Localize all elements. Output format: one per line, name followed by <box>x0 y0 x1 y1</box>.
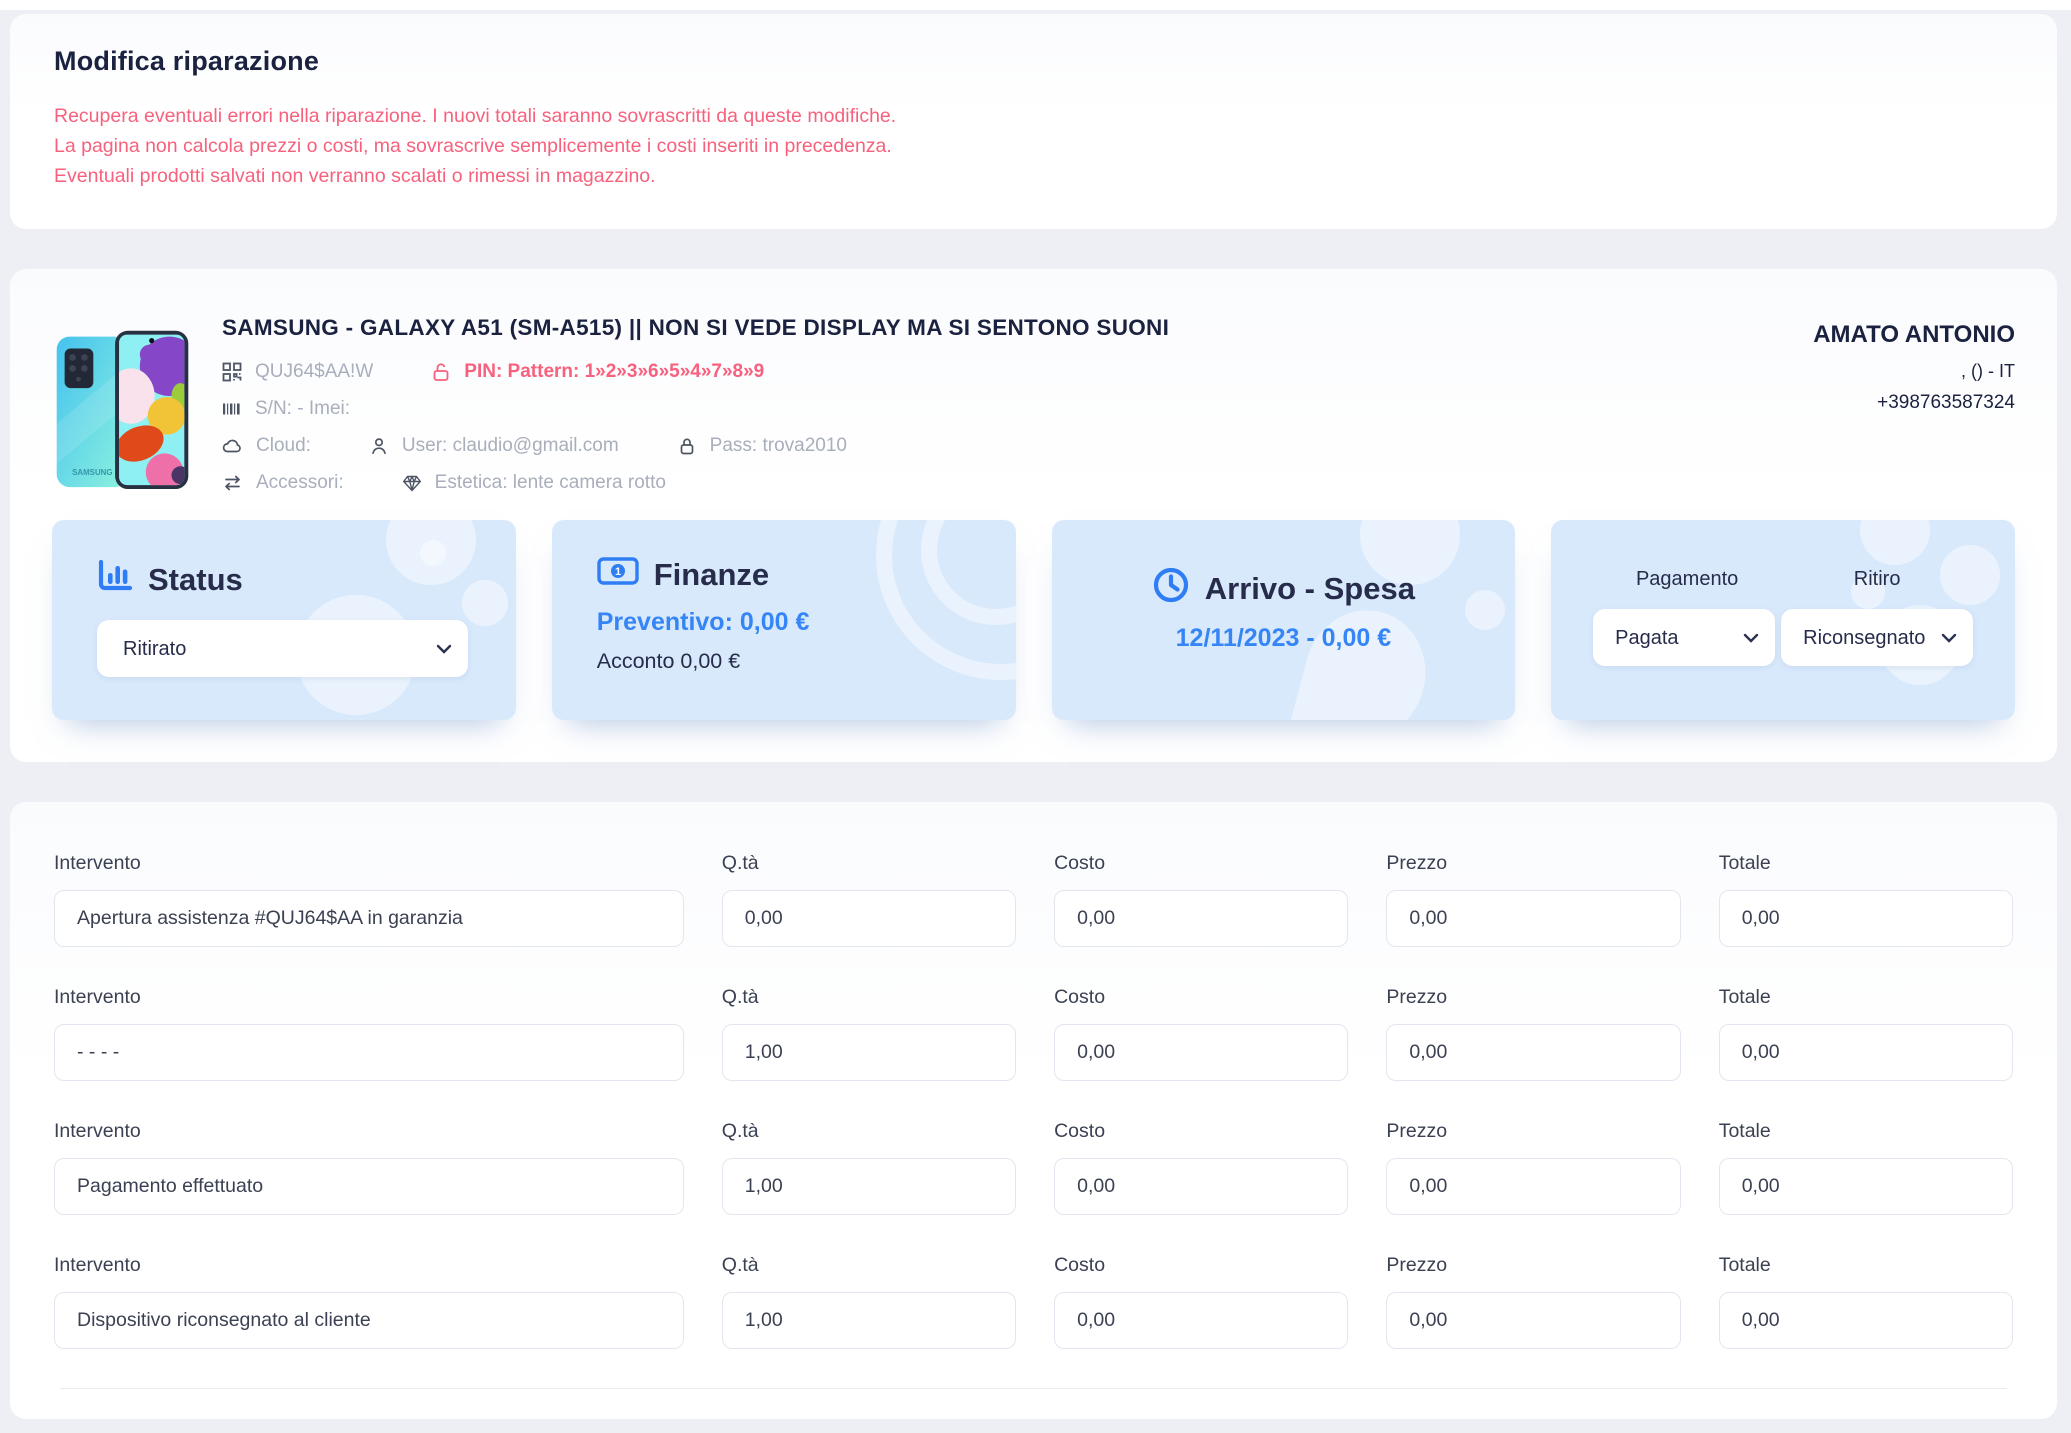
costo-input[interactable] <box>1054 1158 1349 1215</box>
device-pin: PIN: Pattern: 1»2»3»6»5»4»7»8»9 <box>431 361 764 383</box>
interventions-card: Intervento Q.tà Costo Prezzo Totale Inte… <box>10 802 2057 1419</box>
costo-input[interactable] <box>1054 890 1349 947</box>
costo-input[interactable] <box>1054 1292 1349 1349</box>
totale-label: Totale <box>1718 852 1771 874</box>
qty-label: Q.tà <box>721 1120 759 1142</box>
intervento-label: Intervento <box>54 1120 141 1142</box>
warning-line-3: Eventuali prodotti salvati non verranno … <box>54 165 656 187</box>
person-icon <box>369 436 389 456</box>
prezzo-label: Prezzo <box>1386 1254 1448 1276</box>
payment-label: Pagamento <box>1635 568 1739 590</box>
arrival-value: 12/11/2023 - 0,00 € <box>1175 624 1392 652</box>
totale-input[interactable] <box>1718 1158 2013 1215</box>
totale-input[interactable] <box>1718 1292 2013 1349</box>
prezzo-input[interactable] <box>1386 1292 1681 1349</box>
pickup-select[interactable]: Riconsegnato <box>1781 609 1974 666</box>
banknote-icon: 1 <box>597 556 639 594</box>
clock-icon <box>1152 566 1190 612</box>
page-title: Modifica riparazione <box>54 46 320 76</box>
device-cloud: Cloud: <box>222 435 311 457</box>
intervention-row: Intervento Q.tà Costo Prezzo Totale <box>54 986 2013 1081</box>
totale-label: Totale <box>1718 1120 1771 1142</box>
device-accessories: Accessori: <box>222 472 344 494</box>
status-card-title: Status <box>148 562 243 597</box>
intervento-input[interactable] <box>54 1158 684 1215</box>
prezzo-input[interactable] <box>1386 890 1681 947</box>
device-aesthetics: Estetica: lente camera rotto <box>402 472 666 494</box>
prezzo-label: Prezzo <box>1386 1120 1448 1142</box>
intervento-input[interactable] <box>54 890 684 947</box>
payment-select[interactable]: Pagata <box>1593 609 1776 666</box>
device-title: SAMSUNG - GALAXY A51 (SM-A515) || NON SI… <box>222 315 1170 340</box>
diamond-icon <box>402 473 422 493</box>
qty-label: Q.tà <box>721 852 759 874</box>
arrival-card: Arrivo - Spesa 12/11/2023 - 0,00 € <box>1051 520 1516 720</box>
totale-label: Totale <box>1718 1254 1771 1276</box>
divider <box>60 1388 2007 1389</box>
arrival-card-title: Arrivo - Spesa <box>1204 571 1415 606</box>
qty-input[interactable] <box>721 890 1017 947</box>
status-select[interactable]: Ritirato <box>97 620 468 677</box>
qr-code-icon <box>222 362 242 382</box>
prezzo-label: Prezzo <box>1386 986 1448 1008</box>
bar-chart-icon <box>97 559 133 600</box>
intervento-label: Intervento <box>54 852 141 874</box>
intervento-input[interactable] <box>54 1024 684 1081</box>
totale-input[interactable] <box>1718 1024 2013 1081</box>
pickup-label: Ritiro <box>1853 568 1901 590</box>
intervention-row: Intervento Q.tà Costo Prezzo Totale <box>54 1120 2013 1215</box>
intervento-label: Intervento <box>54 1254 141 1276</box>
warning-line-1: Recupera eventuali errori nella riparazi… <box>54 105 897 127</box>
costo-input[interactable] <box>1054 1024 1349 1081</box>
device-card: SAMSUNG SAMSUNG - GALAXY A51 (SM-A515) |… <box>10 269 2057 762</box>
qty-input[interactable] <box>721 1292 1017 1349</box>
prezzo-input[interactable] <box>1386 1024 1681 1081</box>
device-user: User: claudio@gmail.com <box>369 435 619 457</box>
prezzo-input[interactable] <box>1386 1158 1681 1215</box>
prezzo-label: Prezzo <box>1386 852 1448 874</box>
costo-label: Costo <box>1054 852 1106 874</box>
header-card: Modifica riparazione Recupera eventuali … <box>10 14 2057 229</box>
top-strip <box>0 0 2071 10</box>
customer-info: AMATO ANTONIO , () - IT +398763587324 <box>1735 305 2015 414</box>
totale-label: Totale <box>1718 986 1771 1008</box>
device-serial: S/N: - Imei: <box>222 398 350 420</box>
lock-icon <box>677 436 697 456</box>
intervention-row: Intervento Q.tà Costo Prezzo Totale <box>54 852 2013 947</box>
barcode-icon <box>222 399 242 419</box>
totale-input[interactable] <box>1718 890 2013 947</box>
device-pass: Pass: trova2010 <box>677 435 847 457</box>
warning-line-2: La pagina non calcola prezzi o costi, ma… <box>54 135 892 157</box>
costo-label: Costo <box>1054 1120 1106 1142</box>
qty-input[interactable] <box>721 1158 1017 1215</box>
finance-card: 1 Finanze Preventivo: 0,00 € Acconto 0,0… <box>551 520 1016 720</box>
device-code: QUJ64$AA!W <box>222 361 373 383</box>
swap-arrows-icon <box>222 473 243 493</box>
cloud-icon <box>222 436 243 456</box>
intervento-input[interactable] <box>54 1292 684 1349</box>
svg-text:SAMSUNG: SAMSUNG <box>72 468 112 477</box>
finance-estimate: Preventivo: 0,00 € <box>596 608 810 636</box>
payment-card: Pagamento Ritiro Pagata Riconsegnato <box>1551 520 2015 720</box>
costo-label: Costo <box>1054 1254 1106 1276</box>
qty-label: Q.tà <box>721 986 759 1008</box>
finance-deposit: Acconto 0,00 € <box>596 649 741 673</box>
customer-location: , () - IT <box>1961 361 2015 381</box>
device-photo: SAMSUNG <box>56 330 189 490</box>
unlock-icon <box>431 362 451 382</box>
svg-text:1: 1 <box>615 566 621 578</box>
intervento-label: Intervento <box>54 986 141 1008</box>
qty-input[interactable] <box>721 1024 1017 1081</box>
finance-card-title: Finanze <box>653 557 770 592</box>
customer-phone: +398763587324 <box>1877 392 2015 413</box>
customer-name: AMATO ANTONIO <box>1813 321 2015 348</box>
status-card: Status Ritirato <box>52 520 516 720</box>
intervention-row: Intervento Q.tà Costo Prezzo Totale <box>54 1254 2013 1349</box>
qty-label: Q.tà <box>721 1254 759 1276</box>
costo-label: Costo <box>1054 986 1106 1008</box>
